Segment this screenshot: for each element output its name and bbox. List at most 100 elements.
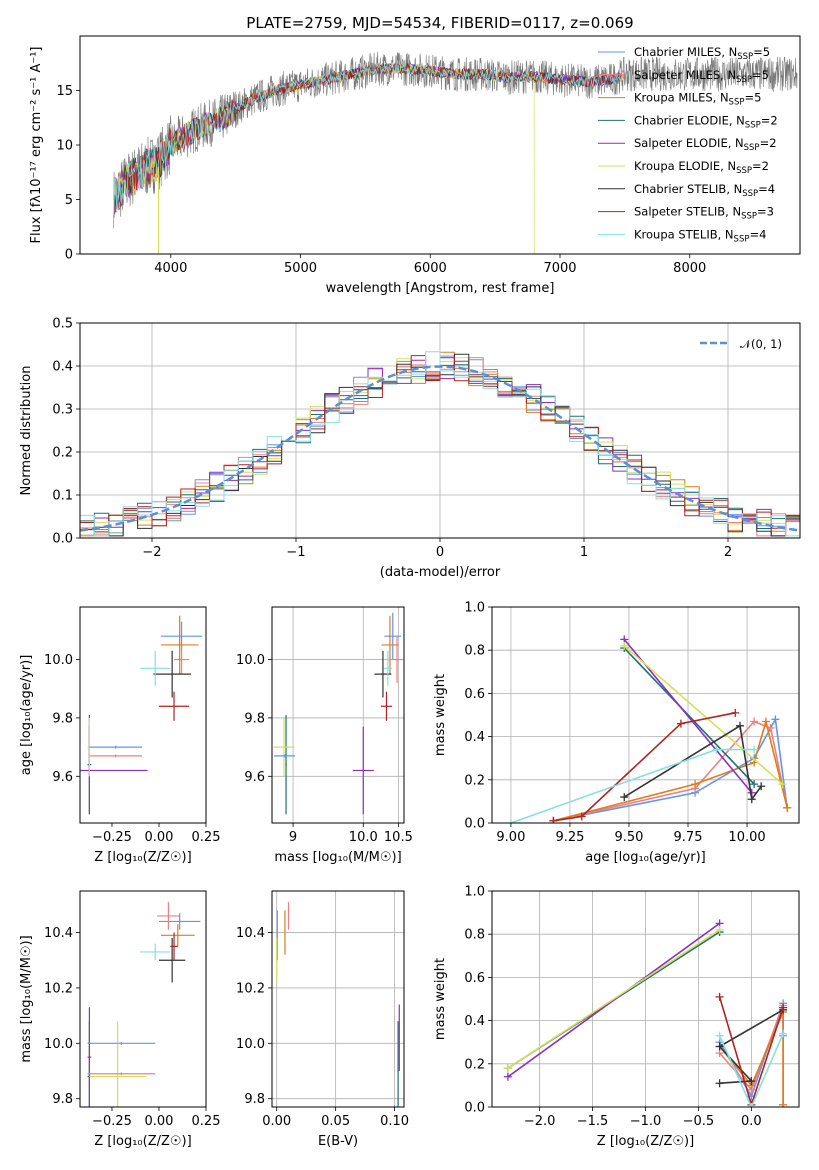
weight-marker	[715, 992, 724, 1001]
legend-label: Kroupa MILES, NSSP=5	[634, 91, 761, 108]
x-axis-label: wavelength [Angstrom, rest frame]	[326, 281, 555, 296]
x-tick-label: 9.75	[674, 830, 703, 845]
x-tick-label: −2.0	[524, 1114, 556, 1129]
y-tick-label: 1.0	[464, 885, 485, 900]
x-tick-label: 10.00	[728, 830, 765, 845]
legend-label: Chabrier MILES, NSSP=5	[634, 45, 770, 62]
y-tick-label: 5	[65, 193, 73, 208]
x-tick-label: 0.00	[145, 830, 174, 845]
y-tick-label: 0.0	[464, 817, 485, 832]
weight-marker	[778, 780, 787, 789]
y-tick-label: 0	[65, 248, 73, 263]
axes-frame	[271, 606, 405, 824]
y-tick-label: 10	[56, 139, 73, 154]
y-tick-label: 10.0	[44, 653, 73, 668]
x-tick-label: 9.50	[614, 830, 643, 845]
weight-series-3	[623, 647, 755, 785]
legend-label: Kroupa STELIB, NSSP=4	[634, 227, 766, 244]
x-tick-label: −0.25	[92, 1114, 132, 1129]
y-tick-label: 15	[56, 84, 73, 99]
legend: 𝒩(0, 1)	[700, 337, 782, 351]
x-tick-label: 4000	[154, 261, 187, 276]
panel-massweight_vs_Z: −2.0 −1.5 −1.0 −0.5 0.0 0.0 0.2 0.4 0.6 0.8 1.0 Z […	[433, 885, 800, 1149]
weight-marker	[715, 1079, 724, 1088]
x-tick-label: 0.25	[192, 830, 221, 845]
y-tick-label: 9.8	[244, 711, 265, 726]
x-tick-label: 0.00	[145, 1114, 174, 1129]
axes-frame	[79, 322, 801, 539]
weight-series-7	[553, 712, 736, 822]
plot-area	[506, 635, 792, 823]
weight-series-6	[718, 1009, 784, 1084]
panel-mass_vs_EBV: 0.00 0.05 0.10 9.8 10.0 10.2 10.4 E(B-V)	[236, 890, 409, 1149]
weight-marker	[691, 780, 700, 789]
x-tick-label: 9.00	[496, 830, 525, 845]
y-tick-label: 0.1	[52, 489, 73, 504]
y-axis-label: age [log₁₀(age/yr)]	[19, 655, 34, 776]
axes-frame	[271, 890, 405, 1108]
y-tick-label: 1.0	[464, 601, 485, 616]
y-axis-label: Flux [fλ10⁻¹⁷ erg cm⁻² s⁻¹ A⁻¹]	[29, 47, 44, 244]
y-tick-label: 10.4	[44, 926, 73, 941]
y-tick-label: 10.0	[44, 1037, 73, 1052]
y-tick-label: 10.0	[236, 653, 265, 668]
weight-marker	[779, 1003, 788, 1012]
weight-series-8	[718, 1033, 784, 1107]
plot-area	[87, 902, 201, 1107]
model-line-7	[113, 63, 615, 218]
normal-reference-curve	[80, 365, 800, 532]
model-line-5	[113, 62, 535, 254]
weight-marker	[503, 1072, 512, 1081]
weight-marker	[779, 1029, 788, 1038]
plot-area	[503, 919, 788, 1107]
y-tick-label: 0.0	[52, 532, 73, 547]
y-tick-label: 0.3	[52, 403, 73, 418]
weight-series-5	[507, 929, 721, 1069]
x-axis-label: (data-model)/error	[380, 565, 501, 580]
x-tick-label: 0	[436, 545, 444, 560]
y-tick-label: 10.0	[236, 1037, 265, 1052]
x-tick-label: 10.0	[349, 830, 378, 845]
legend-label: 𝒩(0, 1)	[740, 337, 782, 351]
legend-label: Chabrier ELODIE, NSSP=2	[634, 113, 778, 130]
axes-frame	[79, 606, 207, 824]
x-axis-label: Z [log₁₀(Z/Z☉)]	[94, 1134, 191, 1149]
weight-marker	[577, 812, 586, 821]
weight-series-8	[510, 748, 755, 823]
y-tick-label: 0.5	[52, 317, 73, 332]
y-tick-label: 0.6	[464, 971, 485, 986]
legend-label: Salpeter MILES, NSSP=5	[634, 68, 769, 85]
x-tick-label: 2	[724, 545, 732, 560]
axes-frame	[79, 35, 801, 255]
y-tick-label: 0.8	[464, 644, 485, 659]
x-axis-label: Z [log₁₀(Z/Z☉)]	[94, 850, 191, 865]
x-tick-label: −2	[142, 545, 161, 560]
y-tick-label: 9.8	[52, 711, 73, 726]
weight-marker	[549, 816, 558, 823]
x-axis-label: E(B-V)	[318, 1134, 358, 1149]
y-tick-label: 10.2	[44, 981, 73, 996]
x-tick-label: 1	[580, 545, 588, 560]
y-tick-label: 0.2	[464, 773, 485, 788]
weight-marker	[735, 721, 744, 730]
x-tick-label: 0.25	[192, 1114, 221, 1129]
y-axis-label: mass weight	[433, 958, 448, 1040]
x-tick-label: −1.5	[577, 1114, 609, 1129]
weight-series-2	[718, 1011, 784, 1105]
model-line-8	[113, 62, 628, 218]
y-tick-label: 9.6	[52, 770, 73, 785]
weight-series-5	[623, 645, 784, 785]
x-tick-label: 0.0	[741, 1114, 762, 1129]
x-tick-label: −1	[286, 545, 305, 560]
x-tick-label: 6000	[414, 261, 447, 276]
plot-area	[80, 351, 800, 537]
y-tick-label: 10.4	[236, 926, 265, 941]
weight-marker	[779, 1100, 788, 1107]
weight-marker	[676, 719, 685, 728]
weight-marker	[715, 925, 724, 934]
weight-series-4	[507, 922, 721, 1078]
y-tick-label: 0.8	[464, 928, 485, 943]
x-tick-label: 7000	[543, 261, 576, 276]
y-tick-label: 9.6	[244, 770, 265, 785]
panel-age_vs_mass: 9 10.0 10.5 9.6 9.8 10.0 mass [log₁₀(M/M☉)]	[236, 606, 413, 865]
